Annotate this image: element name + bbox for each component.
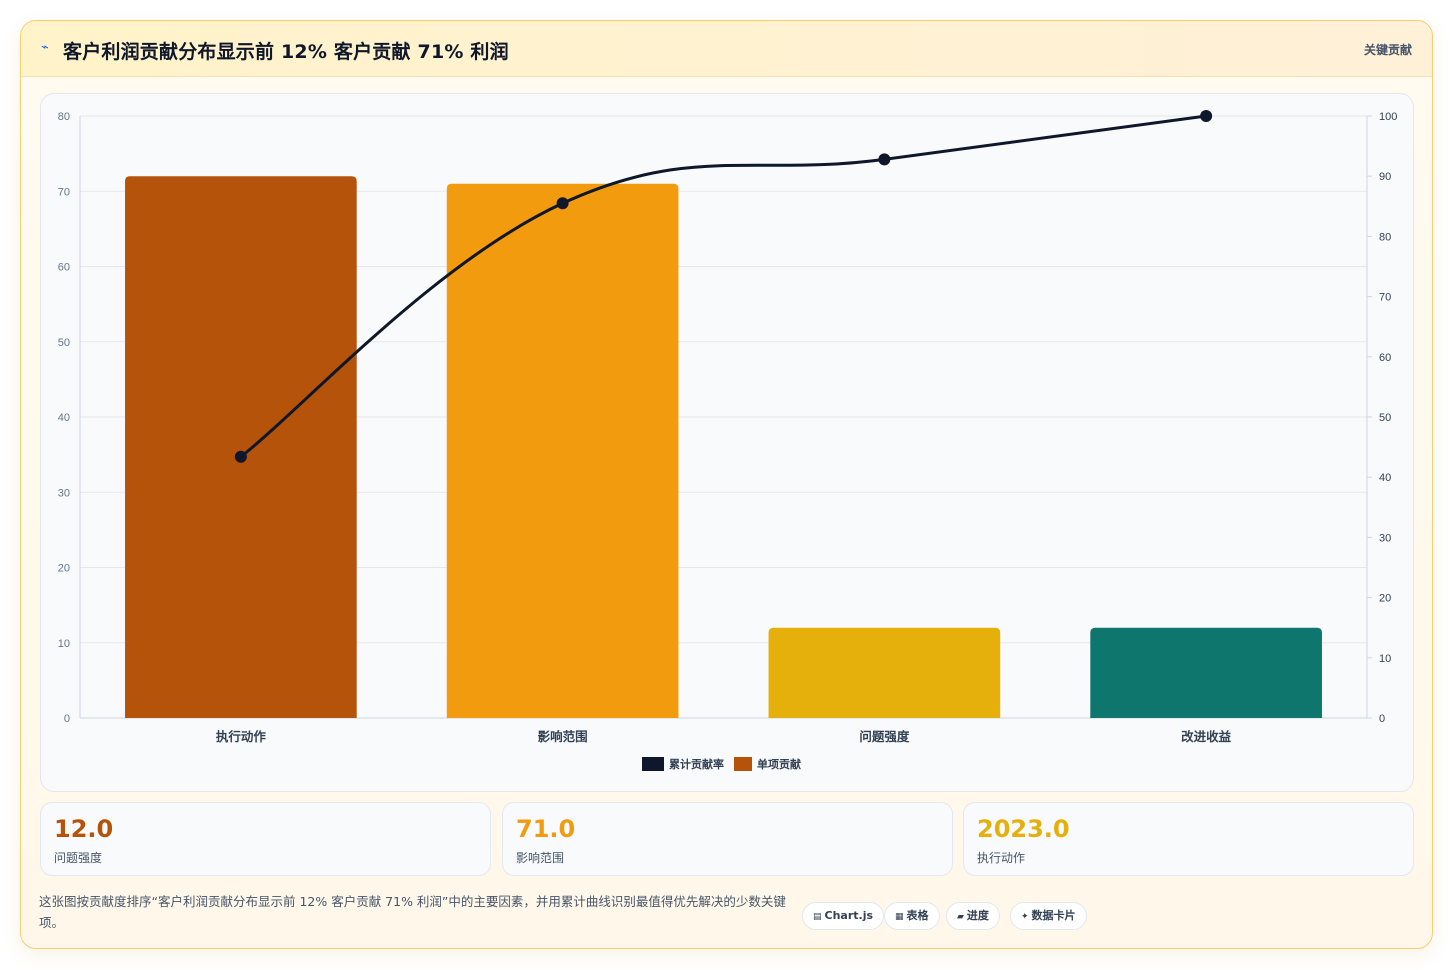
header-tag: 关键贡献 (1363, 43, 1412, 57)
pareto-chart: 0 10 20 30 40 50 60 70 80 0 10 20 30 40 50 60 70 80 90 100 执… (58, 110, 1397, 771)
chart-description: 这张图按贡献度排序“客户利润贡献分布显示前 12% 客户贡献 71% 利润”中的… (39, 894, 786, 930)
cumulative-line (239, 114, 1207, 458)
stat-value: 2023.0 (977, 815, 1070, 843)
progress-icon: ▰ (957, 912, 964, 922)
pill-table[interactable]: ▦ 表格 (884, 902, 940, 930)
pill-label: 表格 (906, 909, 929, 922)
y-right-tick-label: 40 (1379, 472, 1391, 484)
bar (125, 176, 357, 718)
stat-label: 执行动作 (977, 851, 1026, 865)
page-title: 客户利润贡献分布显示前 12% 客户贡献 71% 利润 (63, 41, 509, 63)
bar (446, 183, 679, 719)
y-right-tick-label: 20 (1379, 593, 1391, 605)
y-right-tick-label: 0 (1379, 713, 1385, 725)
y-right-tick-label: 70 (1379, 292, 1391, 304)
x-tick-label: 执行动作 (216, 729, 267, 744)
y-left-tick-label: 60 (58, 262, 70, 274)
y-left-tick-label: 20 (58, 563, 70, 575)
y-right-tick-label: 80 (1379, 231, 1391, 243)
y-left-tick-label: 40 (58, 412, 70, 424)
pill-label: Chart.js (824, 909, 874, 922)
stat-card-3: 2023.0 执行动作 (963, 802, 1414, 876)
report-card: ⌁ 客户利润贡献分布显示前 12% 客户贡献 71% 利润 关键贡献 0 10 20… (20, 20, 1433, 949)
stat-value: 12.0 (54, 815, 114, 843)
stat-value: 71.0 (516, 815, 576, 843)
x-tick-label: 影响范围 (538, 729, 588, 744)
y-right-tick-label: 100 (1379, 111, 1397, 123)
y-left-tick-label: 30 (58, 487, 70, 499)
pill-label: 数据卡片 (1031, 909, 1076, 922)
y-left-tick-label: 50 (58, 337, 70, 349)
y-right-tick-label: 30 (1379, 532, 1391, 544)
card-header: ⌁ 客户利润贡献分布显示前 12% 客户贡献 71% 利润 关键贡献 (21, 21, 1432, 77)
y-right-tick-label: 90 (1379, 171, 1391, 183)
y-left-tick-label: 10 (58, 638, 70, 650)
x-tick-label: 改进收益 (1181, 729, 1232, 744)
y-right-tick-label: 50 (1379, 412, 1391, 424)
legend-label: 单项贡献 (757, 757, 801, 771)
x-tick-label: 问题强度 (859, 729, 910, 744)
pill-chartjs[interactable]: ▤ Chart.js (802, 902, 885, 930)
pill-label: 进度 (966, 909, 989, 922)
stat-card-2: 71.0 影响范围 (502, 802, 953, 876)
stat-card-1: 12.0 问题强度 (40, 802, 491, 876)
table-icon: ▦ (895, 912, 904, 922)
cumulative-point (1200, 110, 1213, 122)
y-left-tick-label: 80 (58, 111, 70, 123)
legend-swatch (642, 757, 664, 771)
chart-panel: 0 10 20 30 40 50 60 70 80 0 10 20 30 40 50 60 70 80 90 100 执… (40, 93, 1414, 792)
stat-label: 影响范围 (516, 851, 565, 865)
y-left-tick-label: 70 (58, 186, 70, 198)
legend-label: 累计贡献率 (669, 757, 724, 771)
pill-progress[interactable]: ▰ 进度 (946, 902, 1000, 930)
cumulative-point (556, 197, 569, 210)
bolt-icon: ⌁ (41, 40, 49, 55)
y-right-tick-label: 60 (1379, 352, 1391, 364)
chart-icon: ▤ (813, 912, 822, 922)
cumulative-point (234, 450, 247, 463)
y-left-tick-label: 0 (64, 713, 70, 725)
sparkle-icon: ✦ (1021, 912, 1029, 922)
stat-label: 问题强度 (54, 851, 103, 865)
pill-data-cards[interactable]: ✦ 数据卡片 (1010, 902, 1087, 930)
bar (768, 627, 1001, 718)
y-right-tick-label: 10 (1379, 653, 1391, 665)
legend-swatch (734, 757, 752, 771)
cumulative-point (878, 153, 891, 166)
bar (1090, 627, 1322, 718)
